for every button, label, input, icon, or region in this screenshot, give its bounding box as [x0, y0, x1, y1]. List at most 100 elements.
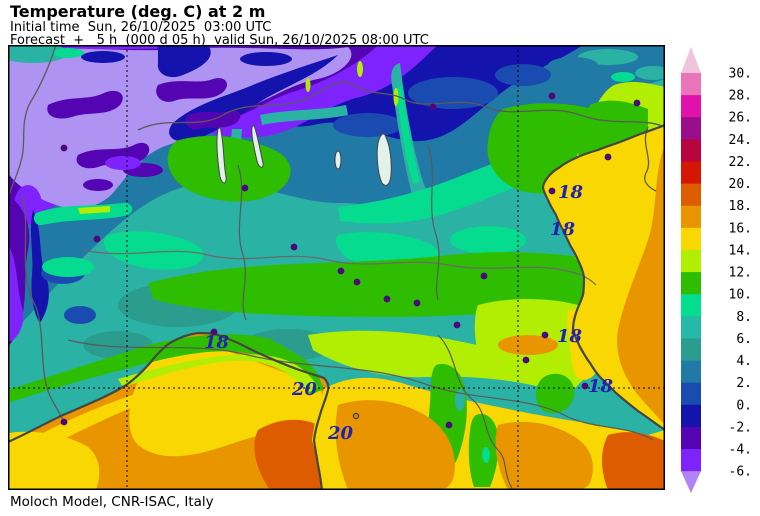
region-alps-navy-ridge — [81, 51, 125, 63]
colorbar-tick-label: 24. — [729, 133, 752, 148]
station-dot — [210, 328, 218, 336]
colorbar-segment — [681, 139, 701, 162]
region-alps-springgreen-spot — [611, 72, 635, 82]
region-yellowgreen-emilia — [308, 330, 588, 395]
station-dot — [413, 299, 421, 307]
contour-label: 18 — [204, 332, 230, 353]
contour-label: 18 — [557, 326, 583, 347]
region-apennine-teal-spot — [455, 389, 465, 411]
colorbar-segment — [681, 449, 701, 472]
border-piedmont-lombardy — [237, 164, 247, 321]
page-title: Temperature (deg. C) at 2 m — [10, 2, 266, 21]
region-se-corner-darkorange — [602, 432, 665, 490]
region-alps-darkpurple-valley — [83, 179, 113, 191]
colorbar-segment — [681, 404, 701, 428]
region-maritime-violet — [8, 245, 24, 341]
colorbar-segment — [681, 249, 701, 273]
border-france-south — [21, 194, 65, 423]
station-dot — [581, 382, 589, 390]
station-dot — [445, 421, 453, 429]
station-dot — [633, 99, 641, 107]
forecast-line: Forecast + 5 h (000 d 05 h) valid Sun, 2… — [10, 33, 429, 48]
region-alps-navy-ridge — [157, 45, 211, 78]
border-switzerland-austria — [137, 81, 665, 131]
colorbar-tick-label: 18. — [729, 199, 752, 214]
region-alps-warm-sliver — [357, 61, 363, 77]
colorbar-segment — [681, 382, 701, 406]
station-dot — [548, 92, 556, 100]
region-springgreen-patch — [42, 257, 94, 277]
station-dot — [522, 356, 530, 364]
lake-iseo — [334, 150, 342, 170]
coast-islet — [352, 412, 360, 420]
contour-label: 20 — [327, 423, 354, 444]
station-dot — [548, 187, 556, 195]
colorbar-arrow-top — [681, 47, 701, 73]
colorbar-tick-label: 22. — [729, 155, 752, 170]
border-slovenia — [644, 126, 657, 192]
region-sea-yellow-sw-corner — [8, 431, 100, 490]
contour-label: 18 — [588, 376, 614, 397]
colorbar-tick-label: 26. — [729, 111, 752, 126]
colorbar-tick-label: 0. — [736, 398, 752, 413]
station-dot — [541, 331, 549, 339]
region-alps-darkpurple-valley — [156, 78, 228, 102]
header: Temperature (deg. C) at 2 m Initial time… — [10, 2, 429, 48]
region-maritime-navy — [30, 210, 49, 323]
region-springgreen-patch — [450, 226, 526, 254]
lake-garda — [376, 133, 392, 186]
station-dot — [604, 153, 612, 161]
region-alps-blue-patch — [495, 64, 551, 86]
colorbar-segment — [681, 360, 701, 384]
colorbar-segment — [681, 161, 701, 184]
station-dot — [429, 103, 437, 111]
colorbar-segment — [681, 338, 701, 361]
station-dot — [93, 235, 101, 243]
colorbar-tick-label: 8. — [736, 310, 752, 325]
colorbar-segment — [681, 426, 701, 450]
region-liguria-coast-green — [8, 334, 324, 403]
region-alps-blue-patch — [333, 113, 403, 137]
region-alps-warm-sliver — [305, 78, 311, 92]
colorbar-tick-label: 14. — [729, 243, 752, 258]
colorbar-tick-label: 2. — [736, 376, 752, 391]
colorbar-tick-label: 6. — [736, 332, 752, 347]
colorbar-tick-label: 16. — [729, 221, 752, 236]
temperature-colorbar: 30. 28. 26. 24. 22. 20. 18. 16. 14. 12. 10. 8. 6. 4. 2… — [681, 47, 752, 494]
coastline-adriatic — [541, 123, 665, 431]
colorbar-segment — [681, 183, 701, 207]
colorbar-tick-label: 20. — [729, 177, 752, 192]
border-tuscany — [437, 334, 514, 490]
contour-label: 18 — [550, 219, 576, 240]
colorbar-tick-label: -2. — [729, 420, 752, 435]
colorbar-segment — [681, 73, 701, 96]
colorbar-segment — [681, 95, 701, 118]
border-apennine-crest — [67, 339, 654, 441]
colorbar-tick-label: 12. — [729, 266, 752, 281]
colorbar-segment — [681, 205, 701, 229]
model-credit: Moloch Model, CNR-ISAC, Italy — [10, 494, 214, 510]
station-dot — [290, 243, 298, 251]
colorbar-tick-label: -6. — [729, 465, 752, 480]
station-dot — [60, 418, 68, 426]
colorbar-tick-label: 30. — [729, 67, 752, 82]
colorbar-segment — [681, 227, 701, 251]
region-springgreen-patch — [103, 231, 204, 270]
temperature-map: 18 18 18 18 20 18 20 — [8, 45, 665, 490]
region-romagna-coast-yellow — [567, 309, 610, 380]
region-alps-navy-ridge — [240, 52, 292, 66]
station-dot — [383, 295, 391, 303]
region-adriatic-sea-orange — [617, 145, 665, 425]
region-alps-warm-sliver — [393, 88, 399, 106]
region-aosta-valley-floor — [78, 206, 110, 214]
region-apennine-springgreen-spot — [482, 447, 490, 463]
map-frame — [8, 45, 665, 490]
init-time-line: Initial time Sun, 26/10/2025 03:00 UTC — [10, 20, 272, 35]
region-maritime-blue — [64, 306, 96, 324]
coastline-ligurian — [8, 331, 330, 490]
colorbar-tick-label: 4. — [736, 354, 752, 369]
colorbar-segment — [681, 316, 701, 339]
border-lombardy-veneto — [427, 144, 440, 301]
station-dot — [241, 184, 249, 192]
colorbar-segment — [681, 294, 701, 317]
